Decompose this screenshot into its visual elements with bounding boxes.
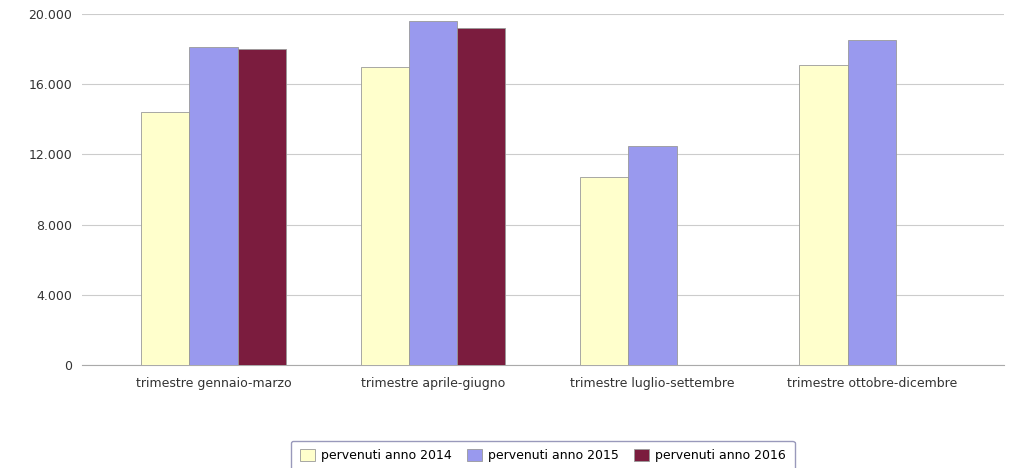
Bar [800, 65, 848, 365]
Bar [360, 67, 409, 365]
Legend: pervenuti anno 2014, pervenuti anno 2015, pervenuti anno 2016: pervenuti anno 2014, pervenuti anno 2015… [291, 440, 795, 468]
Bar [409, 21, 457, 365]
Bar [457, 28, 506, 365]
Bar [141, 112, 189, 365]
Bar [238, 49, 286, 365]
Bar [580, 177, 629, 365]
Bar [848, 40, 896, 365]
Bar [629, 146, 677, 365]
Bar [189, 47, 238, 365]
